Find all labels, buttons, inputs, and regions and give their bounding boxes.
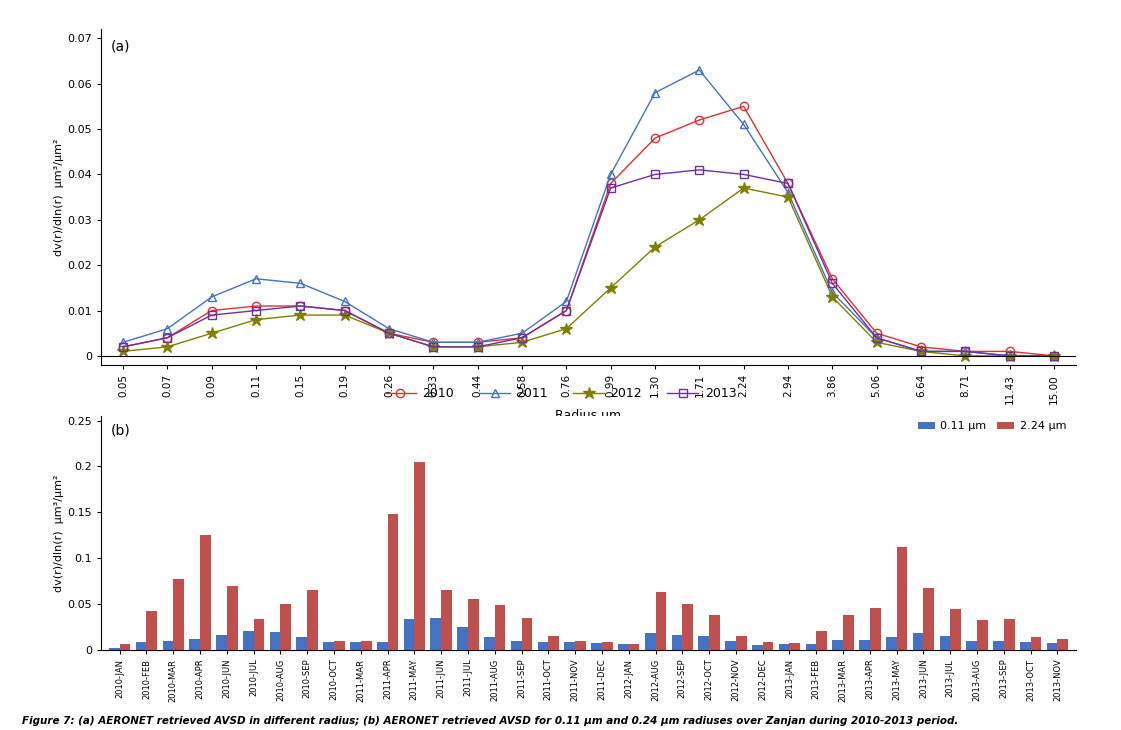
Bar — [564, 642, 575, 650]
Bar — [671, 635, 683, 650]
Bar — [618, 644, 629, 650]
Bar — [484, 637, 494, 650]
Bar — [1030, 637, 1041, 650]
Bar — [870, 607, 881, 650]
Bar — [843, 615, 854, 650]
Bar — [698, 636, 710, 650]
Bar — [430, 618, 442, 650]
Bar — [377, 642, 388, 650]
Bar — [886, 637, 897, 650]
Bar — [538, 642, 548, 650]
Bar — [602, 642, 613, 650]
Bar — [457, 627, 467, 650]
Legend: 2010, 2011, 2012, 2013: 2010, 2011, 2012, 2013 — [380, 383, 741, 405]
Bar — [762, 642, 773, 650]
Bar — [163, 640, 174, 650]
Bar — [656, 592, 666, 650]
Bar — [307, 590, 318, 650]
Bar — [725, 642, 735, 650]
Bar — [816, 631, 827, 650]
Bar — [200, 535, 211, 650]
Bar — [591, 643, 602, 650]
Bar — [912, 633, 924, 650]
Bar — [521, 618, 532, 650]
Bar — [1003, 620, 1015, 650]
Bar — [897, 547, 907, 650]
Bar — [226, 585, 238, 650]
Bar — [629, 644, 639, 650]
Bar — [404, 618, 415, 650]
Bar — [993, 642, 1003, 650]
Bar — [511, 642, 521, 650]
Bar — [1047, 643, 1057, 650]
Bar — [1020, 642, 1030, 650]
Bar — [280, 604, 291, 650]
Bar — [189, 639, 200, 650]
Bar — [174, 579, 184, 650]
Text: (b): (b) — [111, 423, 130, 437]
Bar — [494, 605, 506, 650]
Y-axis label: dv(r)/dln(r)  μm³/μm²: dv(r)/dln(r) μm³/μm² — [54, 474, 64, 591]
Bar — [779, 644, 789, 650]
Bar — [467, 599, 479, 650]
Bar — [951, 610, 961, 650]
Bar — [683, 604, 693, 650]
Bar — [859, 639, 870, 650]
Bar — [334, 640, 344, 650]
Text: Figure 7: (a) AERONET retrieved AVSD in different radius; (b) AERONET retrieved : Figure 7: (a) AERONET retrieved AVSD in … — [22, 716, 958, 726]
Bar — [710, 615, 720, 650]
Bar — [924, 588, 934, 650]
Bar — [136, 642, 147, 650]
Bar — [415, 462, 425, 650]
Bar — [735, 636, 747, 650]
Bar — [296, 637, 307, 650]
Y-axis label: dv(r)/dln(r)  μm³/μm²: dv(r)/dln(r) μm³/μm² — [54, 139, 64, 255]
Bar — [1057, 639, 1068, 650]
Bar — [966, 642, 978, 650]
Bar — [243, 631, 253, 650]
Text: (a): (a) — [111, 39, 130, 53]
Bar — [806, 644, 816, 650]
Bar — [216, 635, 226, 650]
X-axis label: Radius μm: Radius μm — [556, 410, 621, 423]
Bar — [645, 633, 656, 650]
Bar — [832, 639, 843, 650]
Bar — [789, 643, 800, 650]
Bar — [978, 620, 988, 650]
Bar — [253, 620, 265, 650]
Bar — [270, 632, 280, 650]
Bar — [575, 640, 586, 650]
Bar — [350, 642, 361, 650]
Bar — [323, 642, 334, 650]
Bar — [752, 645, 762, 650]
Bar — [442, 590, 452, 650]
Legend: 0.11 μm, 2.24 μm: 0.11 μm, 2.24 μm — [914, 417, 1071, 436]
Bar — [939, 636, 951, 650]
Bar — [109, 648, 120, 650]
Bar — [548, 636, 559, 650]
Bar — [361, 640, 371, 650]
Bar — [388, 514, 398, 650]
Bar — [147, 611, 157, 650]
Bar — [120, 644, 130, 650]
